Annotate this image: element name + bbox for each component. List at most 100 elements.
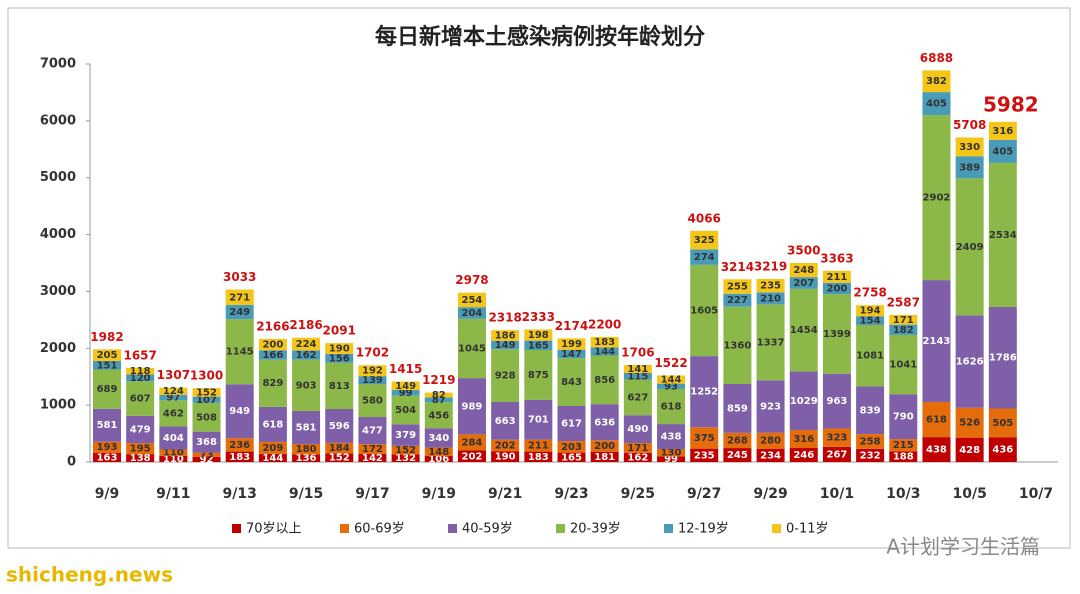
data-label: 438 (926, 445, 947, 456)
data-label: 2902 (923, 193, 951, 204)
bar-segment (258, 441, 287, 454)
data-label: 149 (495, 340, 516, 351)
total-label: 1657 (123, 348, 156, 362)
data-label: 73 (200, 450, 214, 461)
legend-swatch (772, 524, 781, 533)
data-label: 504 (395, 405, 416, 416)
bar-segment (126, 374, 155, 382)
data-label: 963 (826, 396, 847, 407)
data-label: 136 (296, 453, 317, 464)
bar-segment (225, 384, 254, 439)
bar-segment (391, 454, 420, 462)
data-label: 618 (926, 415, 947, 426)
data-label: 1252 (690, 387, 718, 398)
bar-segment (623, 373, 652, 380)
data-label: 110 (163, 448, 184, 459)
data-label: 526 (959, 418, 980, 429)
total-label: 4066 (688, 211, 721, 225)
bar-segment (424, 397, 453, 403)
bar-segment (358, 384, 387, 418)
data-label: 284 (462, 437, 483, 448)
x-tick-label: 10/3 (886, 486, 920, 502)
data-label: 199 (561, 339, 582, 350)
data-label: 120 (130, 373, 151, 384)
bar-segment (93, 369, 121, 409)
bar-segment (292, 454, 321, 462)
bar-segment (159, 449, 188, 456)
total-label: 2091 (323, 324, 356, 338)
bar-segment (889, 394, 918, 440)
bar-segment (889, 334, 918, 395)
bar-segment (325, 442, 354, 454)
bar-segment (557, 405, 586, 442)
data-label: 1605 (690, 306, 718, 317)
bar-segment (159, 387, 188, 395)
y-tick-label: 5000 (40, 170, 76, 185)
bar-segment (225, 304, 254, 320)
data-label: 192 (362, 366, 383, 377)
data-label: 215 (893, 440, 914, 451)
bar-segment (756, 304, 785, 381)
bar-segment (590, 404, 619, 441)
x-tick-label: 9/11 (156, 486, 190, 502)
data-label: 148 (428, 447, 449, 458)
bar-segment (889, 439, 918, 452)
bar-segment (457, 434, 486, 451)
data-label: 193 (97, 442, 118, 453)
data-label: 316 (992, 126, 1013, 137)
data-label: 99 (664, 454, 678, 465)
data-label: 903 (296, 380, 317, 391)
data-label: 1041 (889, 360, 917, 371)
bar-segment (457, 378, 486, 435)
bar-segment (557, 441, 586, 453)
bar-segment (723, 306, 752, 384)
bar-segment (192, 431, 221, 453)
bar-segment (292, 350, 321, 360)
bar-segment (126, 415, 155, 444)
data-label: 949 (229, 406, 250, 417)
bar-segment (723, 279, 752, 294)
legend-label: 40-59岁 (462, 522, 513, 537)
x-tick-label: 9/19 (422, 486, 456, 502)
data-label: 93 (664, 381, 678, 392)
data-label: 477 (362, 426, 383, 437)
data-label: 110 (163, 454, 184, 465)
data-label: 182 (893, 325, 914, 336)
data-label: 258 (860, 436, 881, 447)
data-label: 165 (561, 452, 582, 463)
data-label: 172 (362, 444, 383, 455)
total-label: 2758 (853, 286, 886, 300)
data-label: 166 (262, 350, 283, 361)
data-label: 859 (727, 403, 748, 414)
data-label: 162 (627, 452, 648, 463)
data-label: 618 (661, 402, 682, 413)
total-label: 1307 (157, 368, 190, 382)
bar-segment (358, 417, 387, 445)
data-label: 132 (395, 453, 416, 464)
bar-segment (491, 439, 520, 452)
data-label: 1337 (757, 337, 785, 348)
data-label: 2143 (923, 336, 951, 347)
bar-segment (822, 270, 851, 283)
total-label: 2978 (455, 273, 488, 287)
bar-segment (657, 456, 686, 462)
data-label: 152 (196, 387, 217, 398)
x-tick-label: 9/15 (289, 486, 323, 502)
bar-segment (690, 264, 719, 357)
data-label: 207 (793, 278, 814, 289)
bar-segment (524, 451, 553, 462)
bar-segment (391, 395, 420, 425)
data-label: 200 (262, 340, 283, 351)
data-label: 245 (727, 450, 748, 461)
data-label: 82 (432, 390, 446, 401)
bar-segment (657, 424, 686, 449)
x-tick-label: 9/29 (753, 486, 787, 502)
bar-segment (424, 455, 453, 462)
bar-segment (325, 343, 354, 354)
data-label: 224 (296, 339, 317, 350)
total-label: 2587 (887, 295, 920, 309)
data-label: 856 (594, 375, 615, 386)
data-label: 1454 (790, 325, 818, 336)
bar-segment (93, 360, 121, 370)
bar-segment (557, 349, 586, 359)
